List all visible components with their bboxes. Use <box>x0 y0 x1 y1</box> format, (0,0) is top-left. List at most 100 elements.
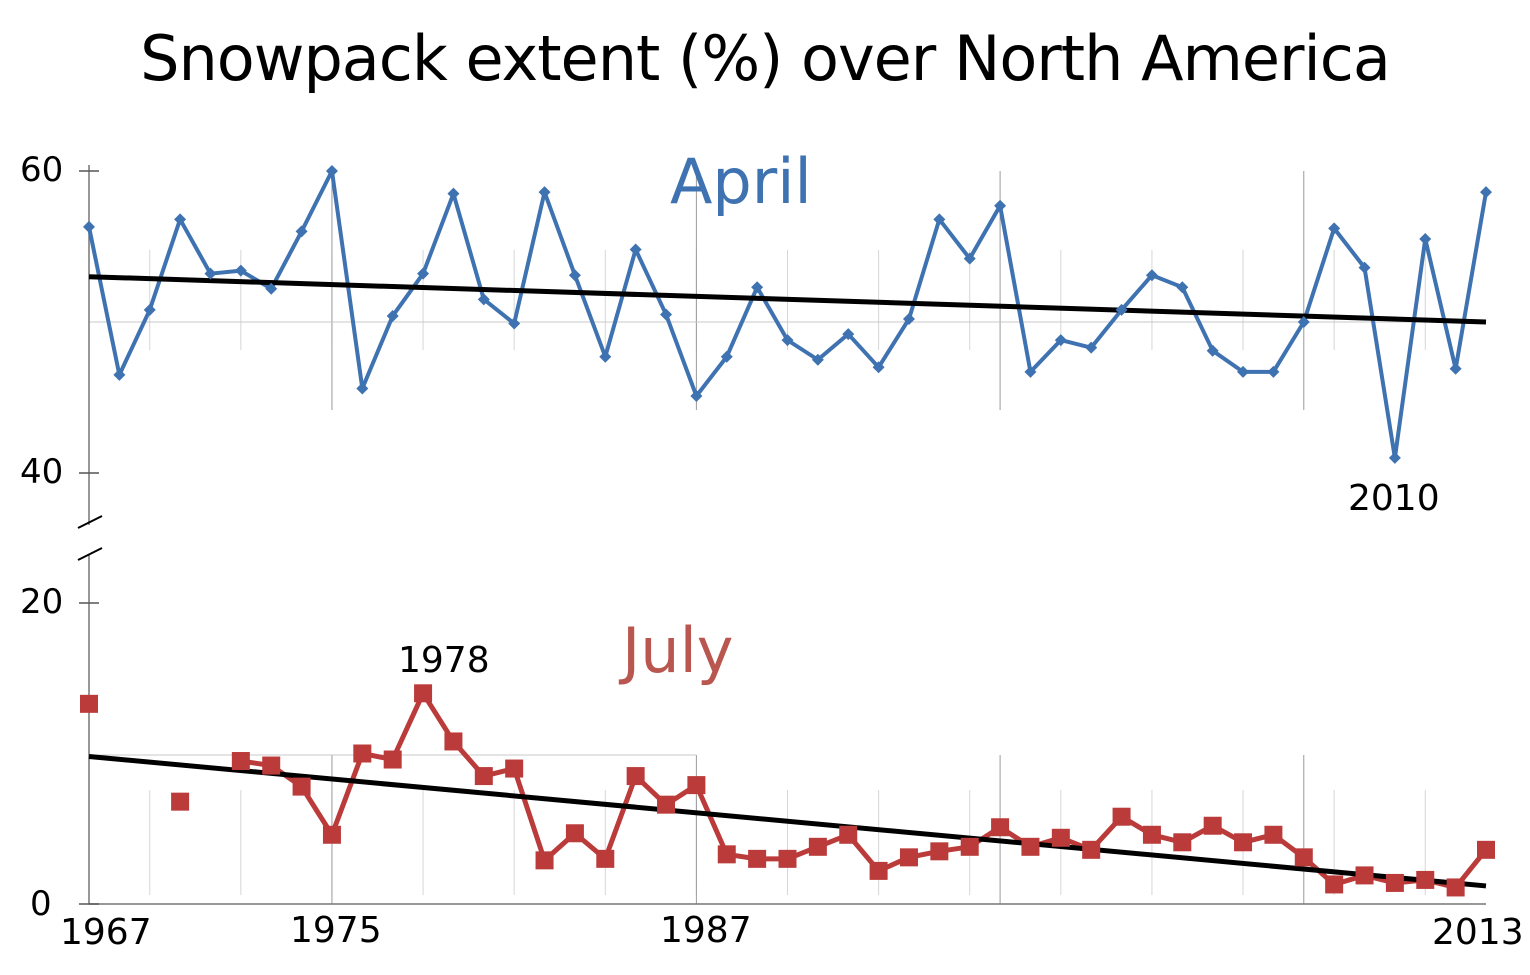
x-tick-1975: 1975 <box>290 910 382 951</box>
april-point-1972 <box>234 264 247 277</box>
july-point-2002 <box>1142 825 1161 844</box>
annotation-2010: 2010 <box>1348 478 1440 519</box>
april-point-2002 <box>1145 269 1158 282</box>
july-point-1977 <box>383 750 402 769</box>
april-point-1997 <box>994 199 1007 212</box>
july-point-1973 <box>262 756 281 775</box>
axes <box>77 165 1486 905</box>
july-point-2004 <box>1203 816 1222 835</box>
july-point-1978 <box>414 684 433 703</box>
april-point-2004 <box>1206 344 1219 357</box>
july-point-2006 <box>1264 825 1283 844</box>
april-point-2012 <box>1449 362 1462 375</box>
april-point-2003 <box>1176 281 1189 294</box>
chart-title: Snowpack extent (%) over North America <box>140 22 1391 95</box>
april-point-2011 <box>1419 232 1432 245</box>
july-point-2003 <box>1173 833 1192 852</box>
april-point-1970 <box>174 213 187 226</box>
april-point-1984 <box>599 350 612 363</box>
x-tick-1987: 1987 <box>660 910 752 951</box>
july-point-2011 <box>1416 870 1435 889</box>
april-point-2010 <box>1388 451 1401 464</box>
april-point-1969 <box>143 303 156 316</box>
july-panel <box>80 684 1495 897</box>
july-point-1998 <box>1021 837 1040 856</box>
april-point-1974 <box>295 225 308 238</box>
july-point-1987 <box>687 776 706 795</box>
april-point-1968 <box>113 368 126 381</box>
july-point-1999 <box>1051 828 1070 847</box>
april-point-2008 <box>1328 222 1341 235</box>
july-point-2007 <box>1294 848 1313 867</box>
july-point-1990 <box>778 849 797 868</box>
july-point-2013 <box>1477 840 1495 859</box>
y-tick-april-60: 60 <box>20 150 64 190</box>
april-point-2006 <box>1267 365 1280 378</box>
april-point-2013 <box>1480 186 1492 199</box>
april-point-1979 <box>447 187 460 200</box>
july-point-1995 <box>930 842 949 861</box>
april-point-1991 <box>811 353 824 366</box>
july-point-1986 <box>657 795 676 814</box>
april-point-2005 <box>1237 365 1250 378</box>
july-point-1982 <box>535 851 554 870</box>
july-point-2012 <box>1446 878 1465 897</box>
july-point-1970 <box>171 792 190 811</box>
july-point-1991 <box>808 837 827 856</box>
july-point-1985 <box>626 767 645 786</box>
april-point-2009 <box>1358 261 1371 274</box>
april-point-1994 <box>902 312 915 325</box>
axis-break-mark-upper <box>77 515 103 529</box>
april-trend-line <box>88 274 1487 325</box>
x-tick-1967: 1967 <box>60 912 152 953</box>
july-point-1988 <box>717 845 736 864</box>
april-point-1973 <box>265 282 278 295</box>
july-point-1994 <box>899 848 918 867</box>
april-point-1975 <box>325 165 338 177</box>
july-point-1992 <box>839 825 858 844</box>
april-point-1982 <box>538 186 551 199</box>
april-panel <box>83 165 1492 464</box>
july-point-2000 <box>1082 840 1101 859</box>
april-point-1985 <box>629 243 642 256</box>
april-point-1995 <box>933 213 946 226</box>
april-point-1971 <box>204 267 217 280</box>
april-point-1978 <box>417 267 430 280</box>
april-point-1986 <box>660 308 673 321</box>
july-point-1984 <box>596 849 615 868</box>
y-tick-april-40: 40 <box>20 452 64 492</box>
april-point-1987 <box>690 389 703 402</box>
july-point-1976 <box>353 744 372 763</box>
july-trend-line <box>88 754 1487 889</box>
april-point-1993 <box>872 361 885 374</box>
july-point-1989 <box>748 849 767 868</box>
april-point-1980 <box>477 293 490 306</box>
july-point-1979 <box>444 732 463 751</box>
april-series-label: April <box>670 145 812 218</box>
july-point-1997 <box>991 818 1010 837</box>
april-point-1977 <box>386 309 399 322</box>
april-point-2001 <box>1115 303 1128 316</box>
july-point-2005 <box>1234 833 1253 852</box>
july-point-1981 <box>505 759 524 778</box>
april-point-1976 <box>356 382 369 395</box>
april-point-1981 <box>508 317 521 330</box>
july-point-1993 <box>869 861 888 880</box>
y-tick-july-0: 0 <box>30 884 52 924</box>
x-tick-2013: 2013 <box>1432 912 1524 953</box>
july-point-1996 <box>960 837 979 856</box>
april-point-1967 <box>83 220 95 233</box>
july-point-1972 <box>231 752 250 771</box>
april-point-1999 <box>1054 334 1067 347</box>
y-tick-july-20: 20 <box>20 582 64 622</box>
april-point-1998 <box>1024 365 1037 378</box>
april-point-1989 <box>751 281 764 294</box>
july-series-label: July <box>622 614 734 687</box>
april-point-1992 <box>842 328 855 341</box>
april-point-1983 <box>568 269 581 282</box>
july-point-2001 <box>1112 807 1131 826</box>
april-point-1988 <box>720 350 733 363</box>
july-point-2010 <box>1385 873 1404 892</box>
april-point-1990 <box>781 334 794 347</box>
april-point-1996 <box>963 252 976 265</box>
